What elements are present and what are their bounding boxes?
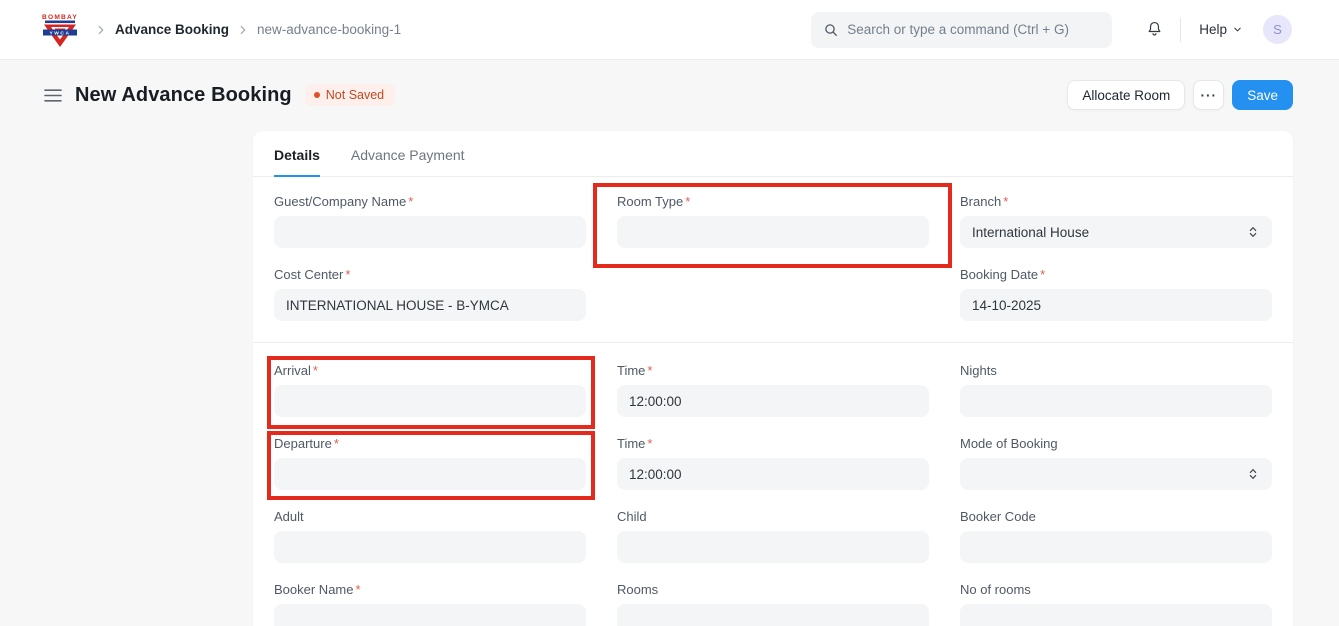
search-input[interactable] [847,22,1101,37]
arrival-time-input[interactable] [617,385,929,417]
status-badge: Not Saved [304,84,396,106]
section-divider [253,342,1293,343]
field-label: Booker Code [960,509,1036,524]
field-label: Rooms [617,582,659,597]
avatar[interactable]: S [1263,15,1292,44]
cost-center-input[interactable] [274,289,586,321]
child-input[interactable] [617,531,929,563]
global-search[interactable] [811,11,1113,48]
logo-top-text: BOMBAY [42,14,78,21]
breadcrumb-current-doc[interactable]: new-advance-booking-1 [257,22,402,37]
rooms-input[interactable] [617,604,929,626]
select-chevrons-icon [1249,469,1257,479]
departure-time-input[interactable] [617,458,929,490]
field-nights: Nights [960,363,1272,417]
more-options-button[interactable]: ··· [1193,80,1225,110]
field-departure: Departure * [267,431,595,500]
field-guest-company-name: Guest/Company Name * [274,194,586,248]
field-cost-center: Cost Center * [274,267,586,321]
help-label: Help [1199,22,1227,37]
field-child: Child [617,509,929,563]
form-tabs: Details Advance Payment [253,131,1293,177]
field-booker-name: Booker Name * [274,582,586,626]
navbar-right: Help S [811,11,1292,48]
allocate-room-button[interactable]: Allocate Room [1067,80,1186,110]
field-label: Cost Center * [274,267,351,282]
notifications-button[interactable] [1139,14,1170,45]
field-arrival-time: Time * [617,363,929,417]
form-card: Details Advance Payment Guest/Company Na… [253,131,1293,626]
tab-details[interactable]: Details [274,131,320,177]
field-label: Time * [617,363,653,378]
booker-name-input[interactable] [274,604,586,626]
divider [1180,17,1182,42]
bell-icon [1148,21,1161,36]
branch-select[interactable]: International House [960,216,1272,248]
field-rooms: Rooms [617,582,929,626]
mode-of-booking-select[interactable] [960,458,1272,490]
field-label: Branch * [960,194,1009,209]
ywca-logo-icon: BOMBAY YWCA [42,14,78,47]
departure-input[interactable] [274,458,586,490]
header-actions: Allocate Room ··· Save [1067,80,1293,110]
field-booking-date: Booking Date * [960,267,1272,321]
field-branch: Branch * International House [960,194,1272,248]
navbar: BOMBAY YWCA Advance Booking new-advance-… [0,0,1339,60]
chevron-right-icon [236,23,250,37]
field-arrival: Arrival * [267,356,595,429]
branch-selected-value: International House [972,224,1090,240]
save-button[interactable]: Save [1232,80,1293,110]
field-label: Time * [617,436,653,451]
tab-advance-payment[interactable]: Advance Payment [351,131,465,177]
status-text: Not Saved [325,88,385,102]
arrival-input[interactable] [274,385,586,417]
chevron-right-icon [94,23,108,37]
field-no-of-rooms: No of rooms [960,582,1272,626]
form-grid-bottom: Arrival* Time* Nights Departure* Time* M [267,356,1272,626]
page-header: New Advance Booking Not Saved Allocate R… [40,77,1293,113]
field-label: Guest/Company Name * [274,194,414,209]
field-label: Child [617,509,647,524]
form-section-details: Guest/Company Name * Room Type * Branch * I… [253,177,1293,626]
no-of-rooms-input[interactable] [960,604,1272,626]
page-title: New Advance Booking [75,83,292,106]
help-menu-button[interactable]: Help [1191,16,1251,43]
hamburger-menu-icon [44,88,62,102]
field-departure-time: Time * [617,436,929,490]
search-icon [823,22,839,38]
field-label: Booking Date * [960,267,1046,282]
field-label: Booker Name * [274,582,361,597]
sidebar-toggle-button[interactable] [40,84,66,107]
field-label: Room Type * [617,194,691,209]
room-type-input[interactable] [617,216,929,248]
field-label: Arrival * [274,363,318,378]
empty-cell [617,267,929,321]
field-adult: Adult [274,509,586,563]
adult-input[interactable] [274,531,586,563]
app-logo[interactable]: BOMBAY YWCA [40,10,80,50]
field-booker-code: Booker Code [960,509,1272,563]
field-label: Adult [274,509,304,524]
status-dot-icon [313,92,320,98]
field-label: No of rooms [960,582,1031,597]
booking-date-input[interactable] [960,289,1272,321]
chevron-down-icon [1234,27,1241,32]
field-label: Departure * [274,436,339,451]
breadcrumb-advance-booking[interactable]: Advance Booking [115,22,230,37]
booker-code-input[interactable] [960,531,1272,563]
field-label: Mode of Booking [960,436,1058,451]
nights-input[interactable] [960,385,1272,417]
select-chevrons-icon [1249,227,1257,237]
form-grid-top: Guest/Company Name * Room Type * Branch * I… [274,183,1272,321]
breadcrumb: Advance Booking new-advance-booking-1 [94,22,401,37]
field-label: Nights [960,363,997,378]
guest-company-name-input[interactable] [274,216,586,248]
field-mode-of-booking: Mode of Booking [960,436,1272,490]
logo-middle-text: YWCA [49,30,70,36]
field-room-type: Room Type * [593,183,952,268]
